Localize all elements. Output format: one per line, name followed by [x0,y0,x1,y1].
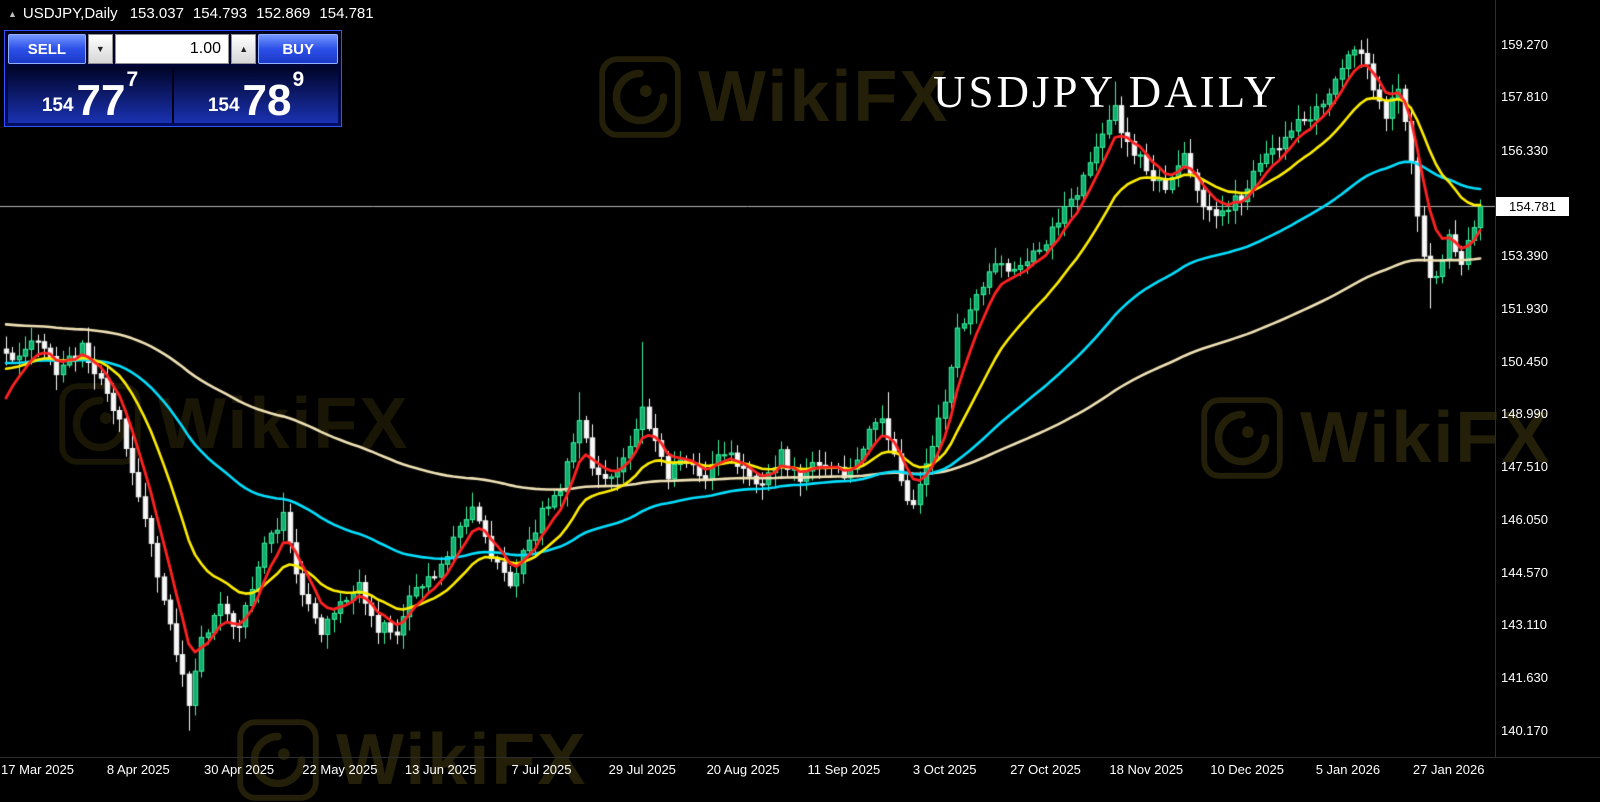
price-axis-label: 143.110 [1501,617,1548,633]
price-axis-label: 150.450 [1501,353,1548,369]
bid-price-pip-digit: 7 [126,68,139,91]
buy-button[interactable]: BUY [258,34,338,64]
time-axis-label: 22 May 2025 [302,762,378,777]
chart-annotation-title: USDJPY DAILY [933,67,1280,117]
price-axis-label: 148.990 [1501,406,1548,422]
time-axis-label: 27 Jan 2026 [1412,762,1485,777]
ask-price-display: 154 78 9 [174,67,338,123]
price-axis-label: 151.930 [1501,300,1548,316]
bid-price-prefix: 154 [41,95,74,116]
price-axis-label: 146.050 [1501,511,1548,527]
price-axis-label: 159.270 [1501,37,1548,52]
volume-increase-button[interactable]: ▲ [231,34,257,64]
time-axis-label: 18 Nov 2025 [1109,762,1184,777]
time-axis-label: 13 Jun 2025 [404,762,477,777]
volume-dropdown-button[interactable]: ▼ [87,34,114,64]
chart-info-bar: ▲ USDJPY,Daily 153.037 154.793 152.869 1… [0,0,383,27]
axis-separator-horizontal [0,757,1600,758]
price-axis-label: 156.330 [1501,142,1548,158]
chevron-down-icon: ▼ [95,44,105,54]
time-axis-label: 5 Jan 2026 [1315,762,1381,777]
ask-price-prefix: 154 [207,95,240,116]
time-axis-label: 20 Aug 2025 [706,762,780,777]
ask-price-big-digits: 78 [242,75,292,125]
price-axis-label: 157.810 [1501,89,1548,105]
volume-input[interactable] [115,34,230,64]
sell-button[interactable]: SELL [8,34,86,64]
symbol-timeframe-label: USDJPY,Daily [22,5,118,22]
time-axis-label: 11 Sep 2025 [807,762,881,777]
time-axis-label: 29 Jul 2025 [608,762,676,777]
time-axis-label: 7 Jul 2025 [511,762,572,777]
current-price-tag: 154.781 [1496,196,1569,216]
ask-price-pip-digit: 9 [292,68,305,91]
price-axis-label: 147.510 [1501,459,1548,475]
symbol-icon: ▲ [8,8,17,19]
axis-separator-vertical [1495,0,1496,757]
time-axis-label: 30 Apr 2025 [204,762,275,777]
time-axis-label: 8 Apr 2025 [106,762,170,777]
ohlc-close-value: 154.781 [319,5,374,22]
price-axis-label: 140.170 [1501,722,1548,738]
one-click-trading-panel: SELL ▼ ▲ BUY 154 77 7 154 78 9 [4,30,342,127]
ohlc-open-value: 153.037 [129,5,184,22]
time-axis-label: 10 Dec 2025 [1210,762,1284,777]
time-axis-label: 17 Mar 2025 [1,762,74,777]
time-axis-label: 27 Oct 2025 [1010,762,1081,777]
chevron-up-icon: ▲ [239,44,249,54]
bid-price-big-digits: 77 [76,75,126,125]
time-axis-label: 3 Oct 2025 [912,762,977,777]
ohlc-high-value: 154.793 [192,5,248,22]
price-axis-label: 153.390 [1501,248,1548,264]
bid-price-display: 154 77 7 [8,67,174,123]
price-axis-label: 144.570 [1501,564,1548,580]
price-axis-label: 141.630 [1501,670,1548,686]
ohlc-low-value: 152.869 [256,5,311,22]
